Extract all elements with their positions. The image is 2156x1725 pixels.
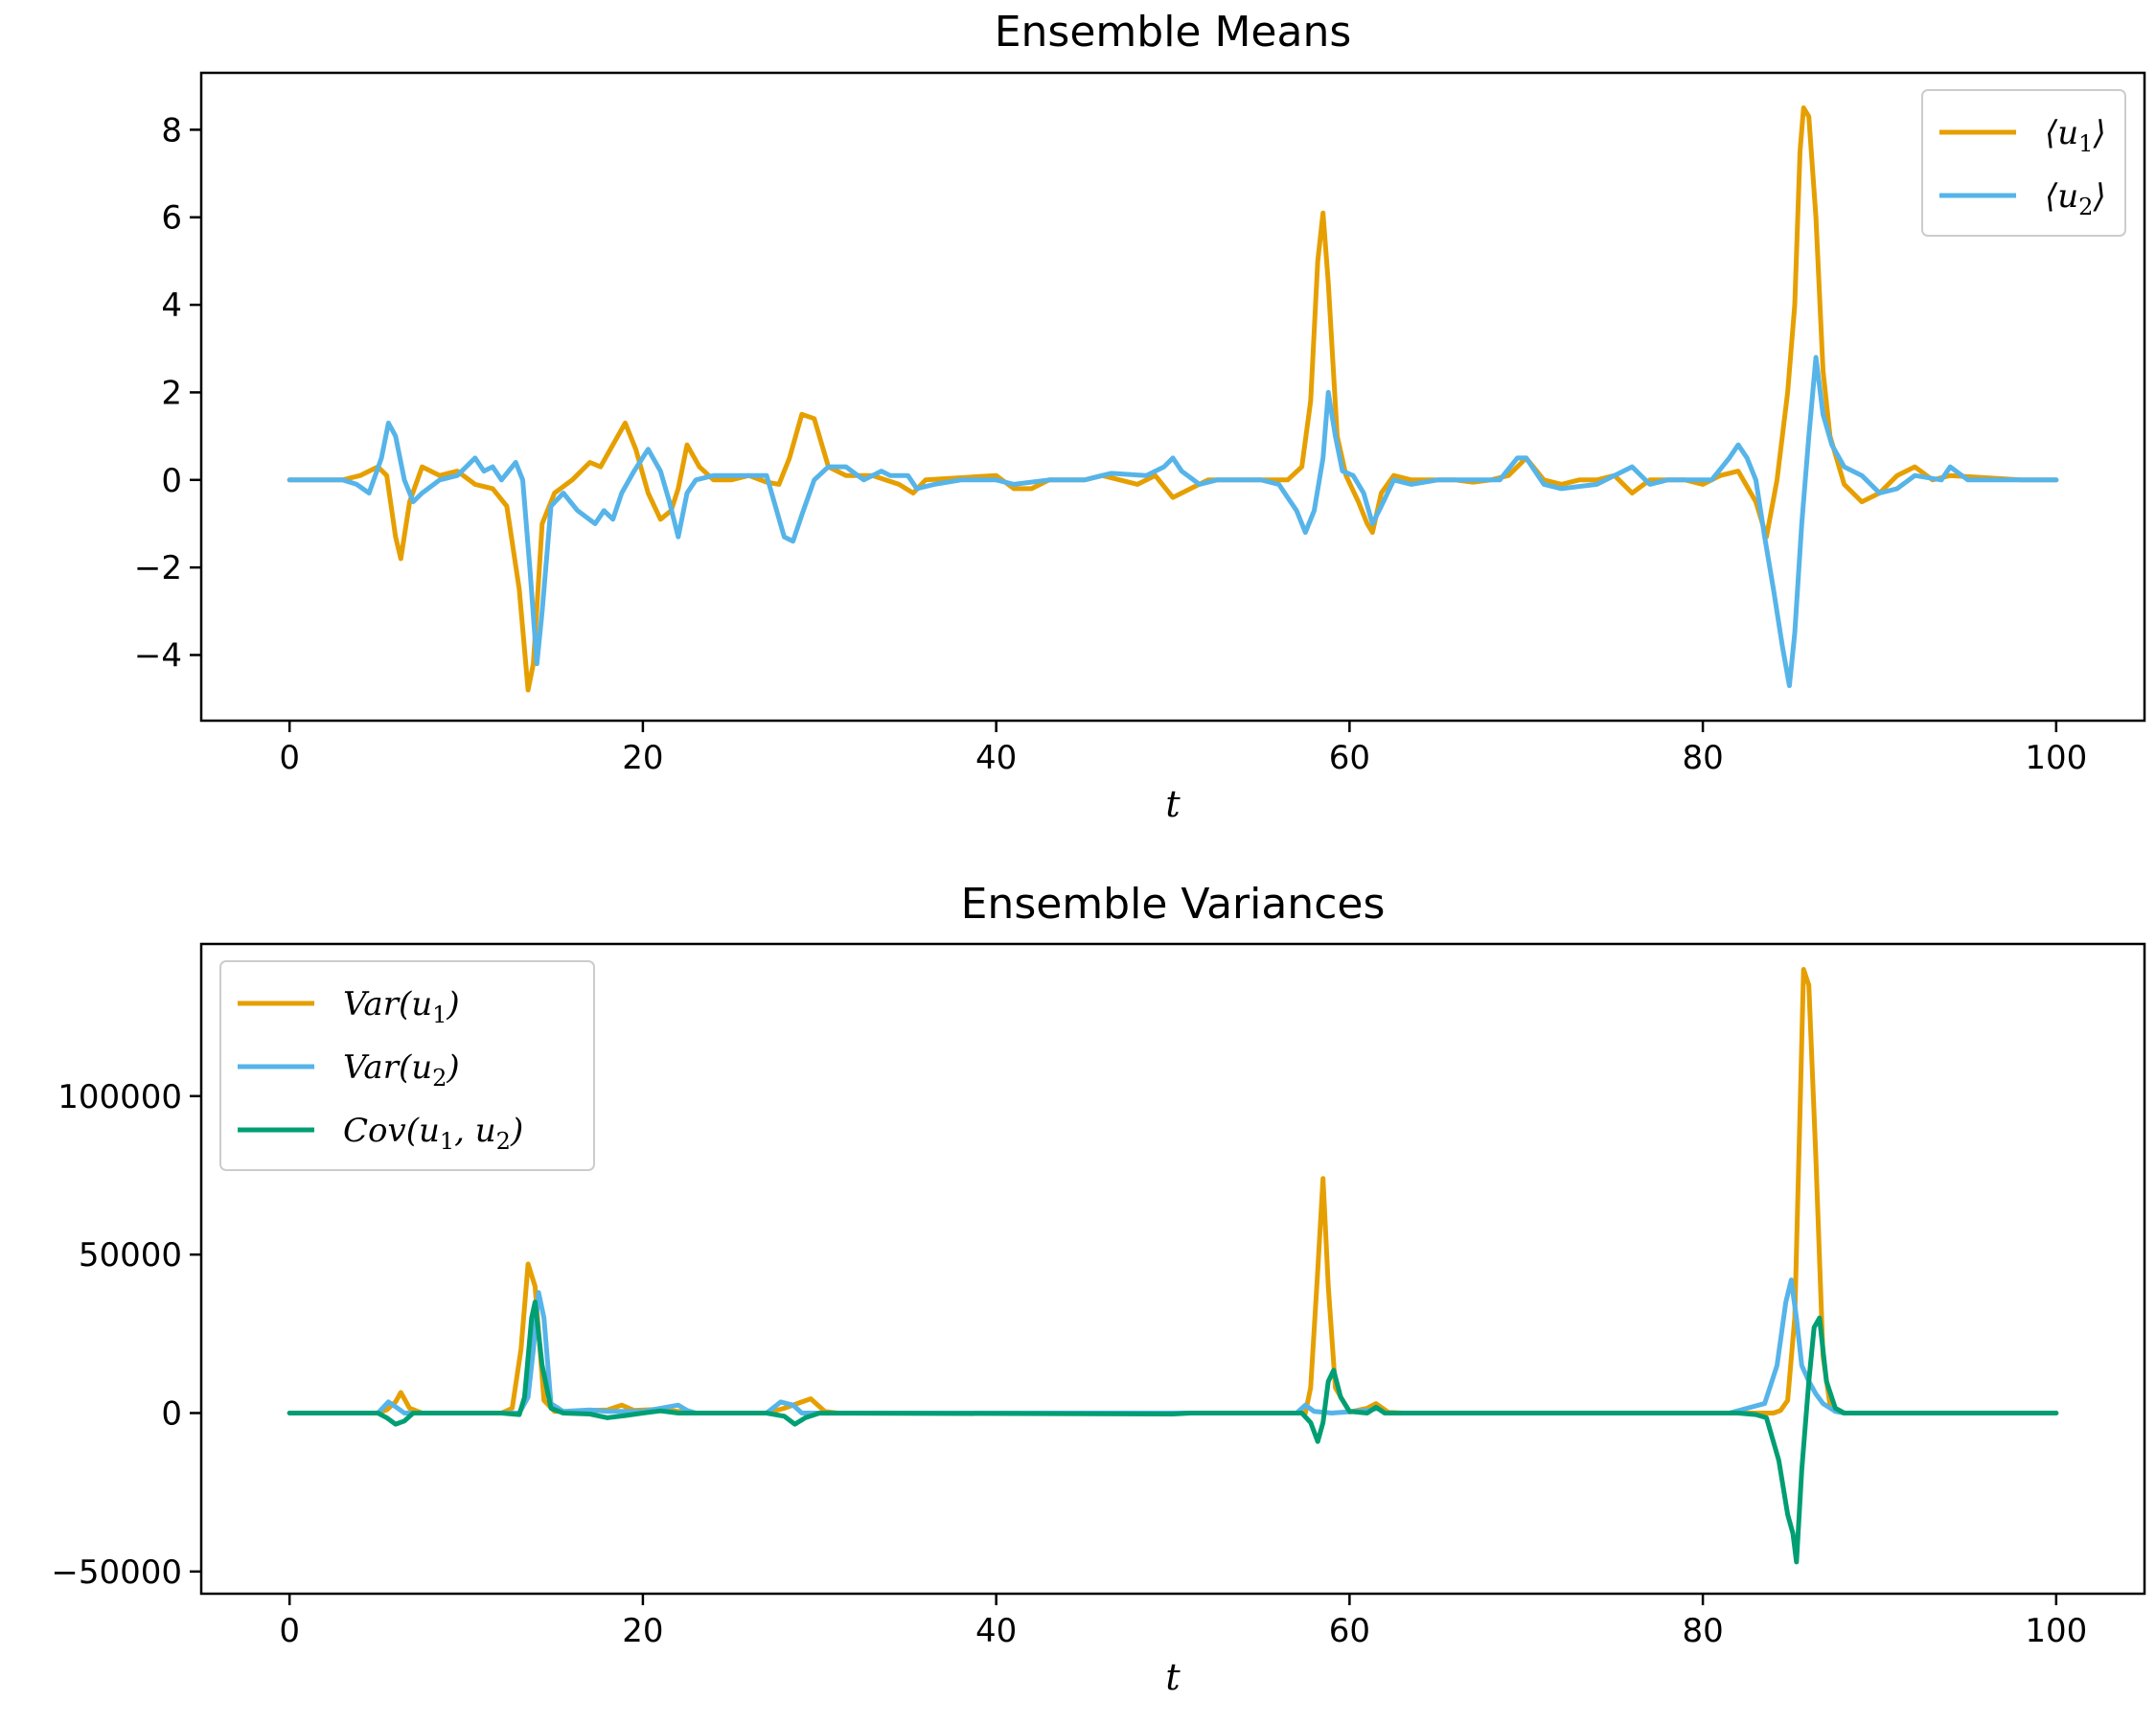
series-line-2	[287, 1277, 2059, 1415]
legend-entry: Var(u1)	[343, 985, 460, 1028]
plot-frame	[199, 71, 2146, 723]
x-axis-label: t	[1165, 783, 1181, 825]
legend-box	[219, 960, 595, 1171]
ensemble-means-chart: Ensemble Means 0 20 40 60 80 100 −4 −2 0 2 4 6 8 t ⟨u1⟩…	[134, 8, 2146, 825]
x-axis-label: t	[1165, 1656, 1181, 1698]
x-tick-label: 20	[622, 739, 663, 777]
x-tick-label: 0	[279, 739, 300, 777]
x-tick-label: 60	[1329, 739, 1370, 777]
x-tick-label: 80	[1682, 1612, 1723, 1650]
legend: ⟨u1⟩ ⟨u2⟩	[1921, 89, 2126, 237]
legend-entry: Cov(u1, u2)	[343, 1112, 523, 1155]
y-tick-label: 100000	[57, 1078, 182, 1116]
x-tick-label: 40	[975, 1612, 1017, 1650]
series-line-1	[287, 105, 2059, 693]
x-tick-label: 100	[2025, 739, 2087, 777]
ensemble-variances-chart: Ensemble Variances 0 20 40 60 80 100 −50000 0 500…	[51, 880, 2146, 1698]
x-tick-label: 40	[975, 739, 1017, 777]
y-tick-label: −50000	[51, 1553, 182, 1592]
plot-frame	[199, 942, 2146, 1596]
x-tick-label: 100	[2025, 1612, 2087, 1650]
legend-box	[1921, 89, 2126, 237]
chart-title: Ensemble Variances	[961, 880, 1386, 929]
legend: Var(u1) Var(u2) Cov(u1, u2)	[219, 960, 595, 1171]
legend-entry: Var(u2)	[343, 1048, 460, 1092]
legend-entry: ⟨u2⟩	[2045, 177, 2106, 220]
x-tick-label: 60	[1329, 1612, 1370, 1650]
y-tick-label: 2	[161, 374, 182, 412]
y-tick-label: 0	[161, 1394, 182, 1433]
y-tick-label: 50000	[79, 1236, 182, 1275]
y-tick-label: 8	[161, 111, 182, 150]
series-line-1	[287, 967, 2059, 1415]
y-tick-label: 4	[161, 287, 182, 325]
y-tick-label: 0	[161, 462, 182, 500]
x-tick-label: 80	[1682, 739, 1723, 777]
series-line-3	[287, 1300, 2059, 1565]
y-tick-label: 6	[161, 199, 182, 238]
x-tick-label: 0	[279, 1612, 300, 1650]
series-line-2	[287, 355, 2059, 688]
y-tick-label: −2	[134, 549, 182, 587]
x-tick-label: 20	[622, 1612, 663, 1650]
y-tick-label: −4	[134, 636, 182, 675]
legend-entry: ⟨u1⟩	[2045, 114, 2106, 157]
chart-title: Ensemble Means	[995, 8, 1352, 57]
